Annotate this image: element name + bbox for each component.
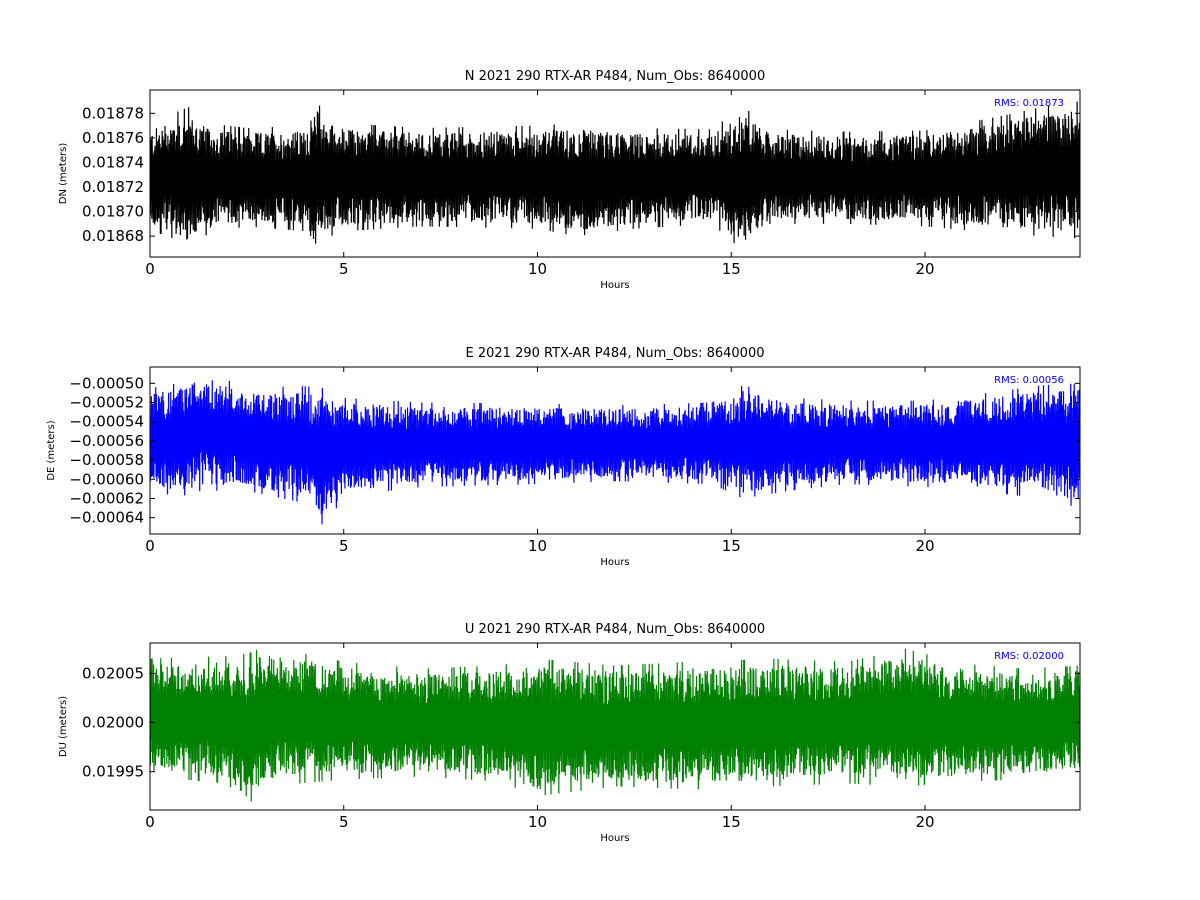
x-tick-label: 15: [722, 537, 741, 555]
rms-annotation: RMS: 0.00056: [994, 375, 1064, 386]
x-tick-label: 5: [339, 813, 349, 831]
y-tick-label: −0.00058: [69, 451, 144, 469]
axes-frame: [149, 366, 1081, 535]
x-tick-label: 15: [722, 813, 741, 831]
x-tick-label: 20: [915, 537, 934, 555]
x-axis-label: Hours: [600, 557, 629, 568]
y-tick-label: 0.01872: [82, 178, 144, 196]
x-tick-label: 20: [915, 260, 934, 278]
x-tick-label: 20: [915, 813, 934, 831]
chart-panel: 0 5 10 15 20 0.01868 0.01870 0.01872 0.01874 0.01…: [58, 69, 1081, 291]
y-tick-label: 0.02000: [82, 714, 144, 732]
x-axis-label: Hours: [600, 280, 629, 291]
rms-annotation: RMS: 0.01873: [994, 98, 1064, 109]
x-tick-label: 0: [145, 260, 155, 278]
chart-title: E 2021 290 RTX-AR P484, Num_Obs: 8640000: [466, 346, 765, 361]
y-tick-label: −0.00060: [69, 470, 144, 488]
y-tick-label: −0.00050: [69, 374, 144, 392]
x-tick-label: 10: [528, 537, 547, 555]
x-tick-label: 5: [339, 537, 349, 555]
y-tick-label: 0.01870: [82, 203, 144, 221]
data-trace: [150, 648, 1080, 802]
x-tick-label: 5: [339, 260, 349, 278]
axes-frame: [149, 89, 1081, 258]
chart-panel: 0 5 10 15 20 −0.00064 −0.00062−0.00060−0.00058…: [46, 346, 1081, 568]
x-tick-label: 15: [722, 260, 741, 278]
y-tick-label: −0.00052: [69, 394, 144, 412]
x-tick-label: 10: [528, 813, 547, 831]
y-tick-label: 0.01868: [82, 227, 144, 245]
x-tick-label: 10: [528, 260, 547, 278]
y-axis-label: DE (meters): [46, 420, 57, 480]
y-tick-label: 0.01878: [82, 104, 144, 122]
rms-annotation: RMS: 0.02000: [994, 651, 1064, 662]
y-axis-label: DN (meters): [58, 143, 69, 205]
y-tick-label: −0.00056: [69, 432, 144, 450]
x-tick-label: 0: [145, 537, 155, 555]
x-tick-label: 0: [145, 813, 155, 831]
y-axis-label: DU (meters): [58, 696, 69, 757]
y-tick-label: 0.01874: [82, 153, 144, 171]
axes-frame: [149, 642, 1081, 811]
y-tick-label: 0.01995: [82, 763, 144, 781]
y-tick-label: −0.00062: [69, 489, 144, 507]
data-trace: [150, 380, 1080, 525]
y-tick-label: −0.00064: [69, 509, 144, 527]
chart-panel: 0 5 10 15 20 0.01995 0.02000 0.02005 U 2021 290 …: [58, 622, 1081, 844]
chart-title: N 2021 290 RTX-AR P484, Num_Obs: 8640000: [465, 69, 765, 84]
y-tick-label: 0.02005: [82, 664, 144, 682]
data-trace: [150, 101, 1080, 244]
y-tick-label: 0.01876: [82, 129, 144, 147]
y-tick-label: −0.00054: [69, 413, 144, 431]
x-axis-label: Hours: [600, 833, 629, 844]
chart-title: U 2021 290 RTX-AR P484, Num_Obs: 8640000: [465, 622, 765, 637]
